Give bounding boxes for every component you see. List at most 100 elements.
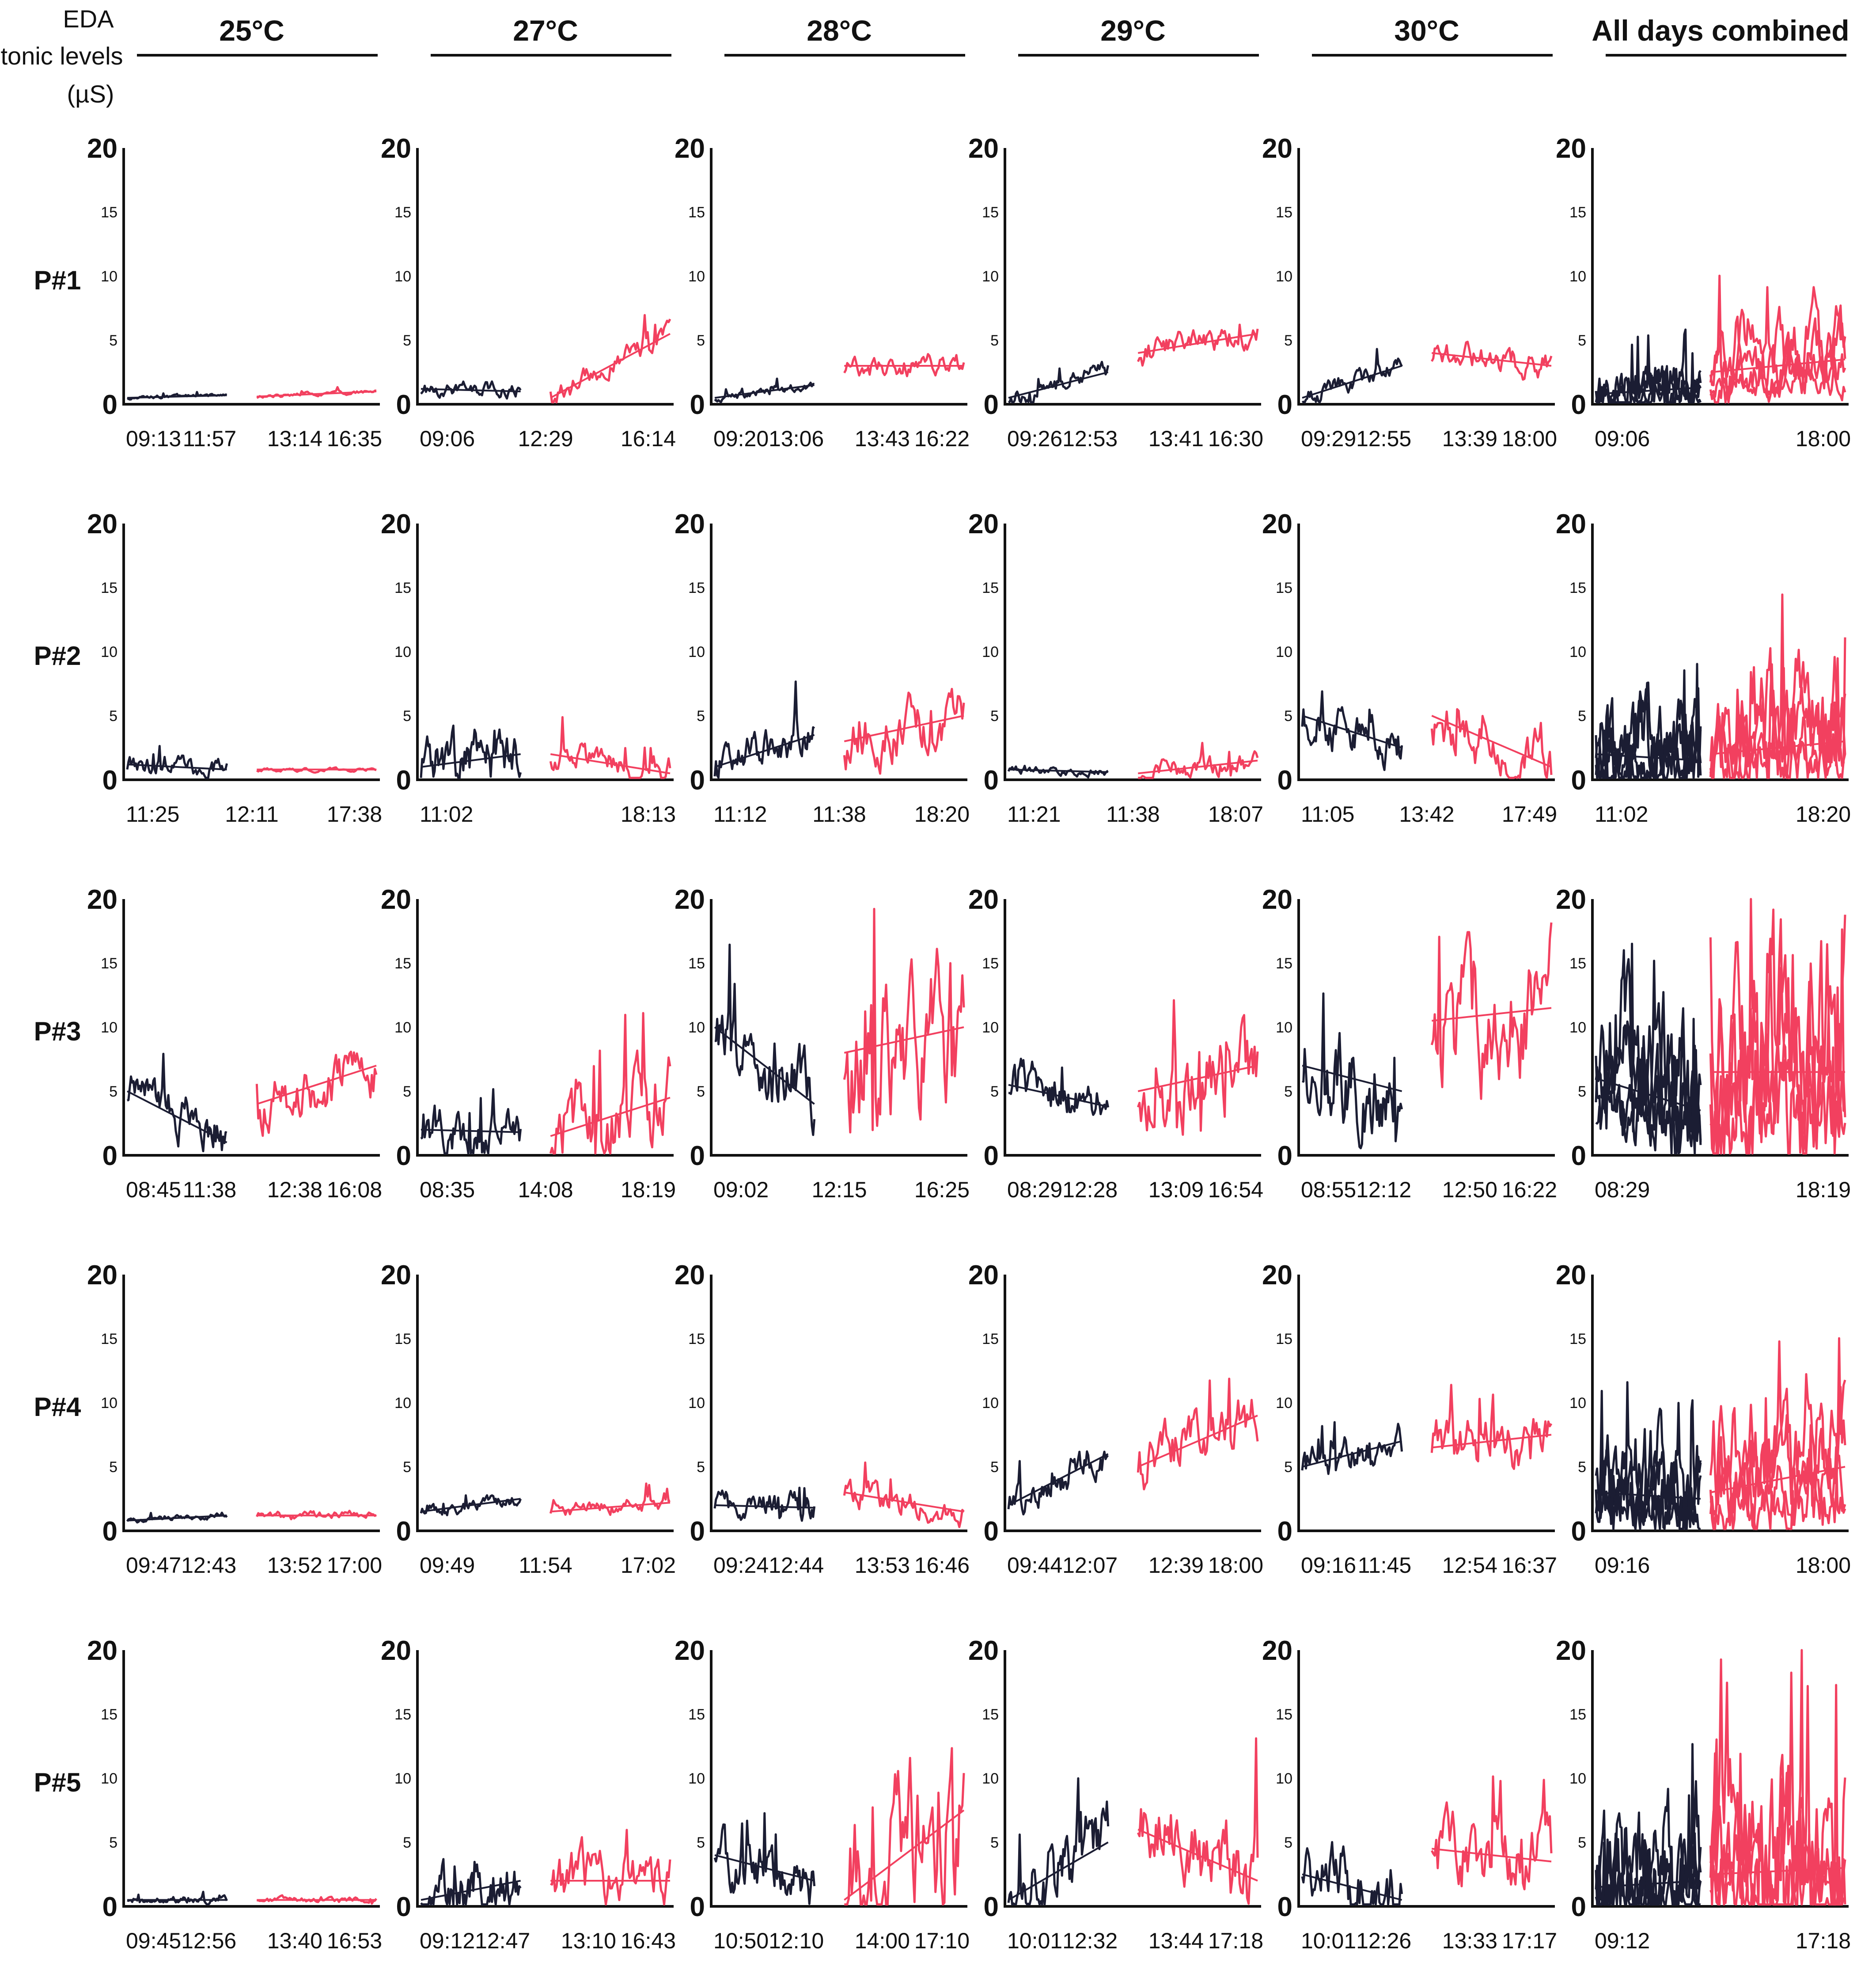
x-tick-label: 09:13 [126, 426, 181, 451]
morning-trend-line [421, 753, 521, 768]
y-tick-label: 0 [690, 1141, 705, 1171]
y-tick-label: 15 [688, 580, 705, 596]
x-tick-label: 18:19 [1796, 1177, 1851, 1202]
morning-trend-line [714, 1854, 815, 1882]
panel: 0 5 10 15 20 08:55 12:12 12:50 16:22 [1262, 884, 1557, 1202]
x-tick-label: 08:45 [126, 1177, 181, 1202]
y-tick-label: 15 [1569, 1706, 1586, 1723]
afternoon-series-line [1430, 1384, 1553, 1470]
y-tick-label: 15 [101, 204, 117, 221]
x-tick-label: 11:38 [183, 1177, 236, 1202]
y-tick-label: 10 [1276, 268, 1292, 285]
x-tick-label: 11:12 [713, 802, 767, 827]
y-tick-label: 10 [101, 1770, 117, 1787]
y-tick-label: 5 [697, 332, 705, 349]
x-tick-label: 10:01 [1301, 1928, 1356, 1953]
afternoon-series-line [1430, 708, 1553, 779]
x-tick-label: 18:00 [1796, 426, 1851, 451]
x-tick-label: 18:07 [1208, 802, 1263, 827]
morning-trend-line [1302, 715, 1402, 749]
x-tick-label: 09:06 [1595, 426, 1650, 451]
x-tick-label: 12:12 [1356, 1177, 1411, 1202]
x-tick-label: 14:08 [518, 1177, 573, 1202]
y-tick-label: 10 [1276, 1770, 1292, 1787]
y-tick-label: 15 [688, 204, 705, 221]
y-tick-label: 0 [690, 765, 705, 796]
x-tick-label: 11:54 [519, 1553, 572, 1578]
panel: 0 5 10 15 20 11:05 13:42 17:49 [1262, 509, 1557, 827]
y-tick-label: 5 [1578, 1459, 1586, 1476]
y-tick-label: 5 [990, 1459, 999, 1476]
morning-series-line [1008, 1058, 1110, 1116]
x-tick-label: 17:49 [1502, 802, 1557, 827]
afternoon-trend-line [844, 715, 964, 742]
x-tick-label: 18:00 [1796, 1553, 1851, 1578]
x-tick-label: 13:42 [1399, 802, 1454, 827]
y-tick-label: 20 [381, 133, 411, 164]
y-tick-label: 15 [982, 580, 999, 596]
panel: 0 5 10 15 20 08:29 12:28 13:09 16:54 [968, 884, 1263, 1202]
morning-trend-line [1008, 371, 1109, 399]
afternoon-trend-line [550, 333, 671, 399]
afternoon-series-line [1430, 922, 1553, 1100]
y-tick-label: 0 [396, 1892, 411, 1922]
afternoon-trend-line [1432, 1007, 1552, 1022]
y-tick-label: 15 [1276, 580, 1292, 596]
x-tick-label: 09:44 [1007, 1553, 1062, 1578]
y-tick-label: 10 [982, 644, 999, 660]
y-tick-label: 0 [102, 1892, 117, 1922]
x-tick-label: 08:35 [420, 1177, 475, 1202]
afternoon-series-line [1709, 286, 1846, 404]
x-tick-label: 13:52 [267, 1553, 322, 1578]
y-tick-label: 0 [396, 390, 411, 420]
y-tick-label: 5 [403, 332, 411, 349]
y-tick-label: 10 [1276, 1395, 1292, 1412]
y-tick-label: 15 [982, 1331, 999, 1347]
y-tick-label: 0 [1571, 390, 1586, 420]
y-tick-label: 10 [688, 1019, 705, 1036]
morning-series-line [127, 391, 227, 401]
morning-series-line [1595, 1044, 1702, 1155]
y-tick-label: 15 [1569, 580, 1586, 596]
x-tick-label: 18:13 [621, 802, 676, 827]
y-tick-label: 20 [1262, 1636, 1292, 1666]
x-tick-label: 11:02 [1595, 802, 1648, 827]
y-tick-label: 0 [1571, 1141, 1586, 1171]
column-header: 27°C [513, 14, 578, 47]
morning-trend-line [1008, 1453, 1109, 1506]
afternoon-series-line [1431, 341, 1553, 381]
panel: 0 5 10 15 20 11:25 12:11 17:38 [87, 509, 382, 827]
y-tick-label: 20 [87, 1260, 117, 1290]
y-tick-label: 20 [1556, 509, 1586, 539]
row-label: P#2 [34, 641, 81, 671]
morning-series-line [1007, 1777, 1110, 1906]
x-tick-label: 13:06 [769, 426, 824, 451]
panel: 0 5 10 15 20 11:02 18:13 [381, 509, 676, 827]
x-tick-label: 17:02 [621, 1553, 676, 1578]
y-tick-label: 15 [394, 580, 411, 596]
morning-series-line [1302, 348, 1403, 404]
x-tick-label: 09:24 [713, 1553, 769, 1578]
panel: 0 5 10 15 20 09:13 11:57 13:14 16:35 [87, 133, 382, 451]
morning-trend-line [714, 384, 815, 399]
y-tick-label: 10 [394, 1770, 411, 1787]
morning-trend-line [127, 1514, 227, 1522]
row-labels: P#1 P#2 P#3 P#4 P#5 [34, 266, 81, 1797]
y-tick-label: 20 [675, 133, 705, 164]
y-tick-label: 15 [1276, 204, 1292, 221]
panel: 0 5 10 15 20 09:12 12:47 13:10 16:43 [381, 1636, 676, 1953]
y-tick-label: 15 [1569, 1331, 1586, 1347]
panel: 0 5 10 15 20 10:01 12:26 13:33 17:17 [1262, 1636, 1557, 1953]
y-tick-label: 10 [1569, 644, 1586, 660]
y-tick-label: 0 [102, 1141, 117, 1171]
afternoon-trend-line [550, 1502, 671, 1513]
morning-trend-line [421, 1498, 521, 1513]
y-tick-label: 0 [1277, 390, 1292, 420]
afternoon-trend-line [550, 753, 671, 774]
y-tick-label: 20 [675, 1260, 705, 1290]
x-tick-label: 16:22 [1502, 1177, 1557, 1202]
afternoon-trend-line [1137, 333, 1258, 354]
x-tick-label: 16:30 [1208, 426, 1263, 451]
afternoon-series-line [256, 1510, 377, 1521]
y-tick-label: 15 [394, 1706, 411, 1723]
